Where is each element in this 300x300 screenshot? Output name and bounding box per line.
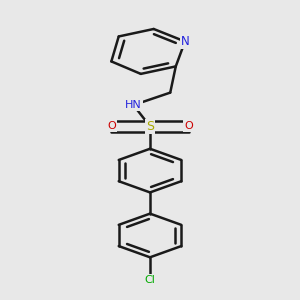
Text: HN: HN bbox=[125, 100, 142, 110]
Text: N: N bbox=[181, 35, 189, 48]
Text: O: O bbox=[184, 121, 193, 131]
Text: O: O bbox=[107, 121, 116, 131]
Text: Cl: Cl bbox=[145, 275, 155, 285]
Text: S: S bbox=[146, 120, 154, 133]
